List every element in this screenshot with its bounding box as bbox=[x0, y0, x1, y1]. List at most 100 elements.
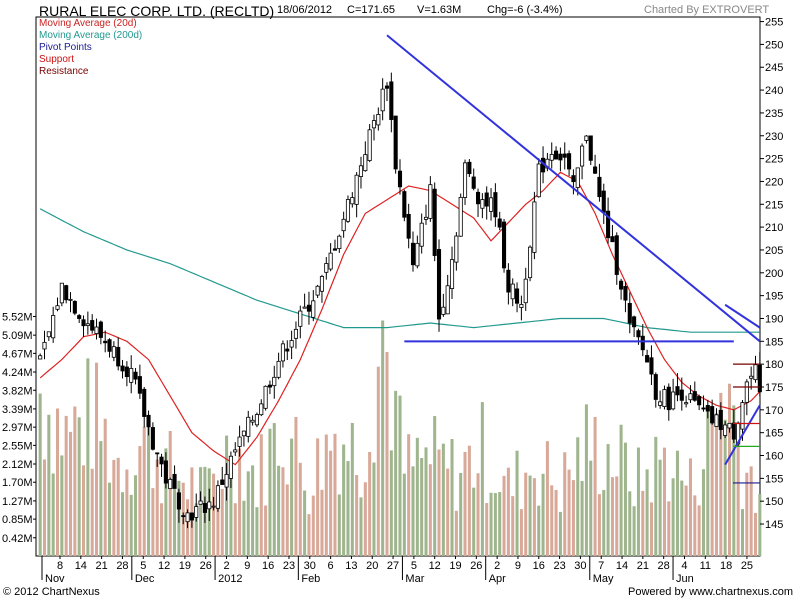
candle-body bbox=[475, 191, 481, 205]
price-tick-label: 185 bbox=[765, 336, 783, 348]
volume-bar bbox=[580, 480, 584, 556]
month-label: Mar bbox=[405, 573, 424, 585]
day-tick-label: 5 bbox=[140, 560, 146, 572]
candle-body bbox=[380, 88, 385, 112]
candle-body bbox=[224, 474, 229, 488]
volume-bar bbox=[116, 457, 120, 556]
candle-body bbox=[675, 386, 680, 396]
candle-body bbox=[458, 196, 463, 237]
candle-body bbox=[662, 389, 667, 407]
month-label: 2012 bbox=[218, 573, 242, 585]
volume-bar bbox=[381, 320, 385, 556]
volume-bar bbox=[480, 402, 484, 556]
candle-body bbox=[653, 374, 658, 400]
volume-tick-label: 4.67M bbox=[2, 348, 33, 360]
day-tick-label: 25 bbox=[741, 560, 753, 572]
day-tick-label: 21 bbox=[96, 560, 108, 572]
day-tick-label: 28 bbox=[658, 560, 670, 572]
volume-bar bbox=[628, 491, 632, 556]
day-tick-label: 28 bbox=[116, 560, 128, 572]
candle-body bbox=[493, 192, 498, 218]
day-tick-label: 26 bbox=[470, 560, 482, 572]
volume-tick-label: 2.12M bbox=[2, 459, 33, 471]
candle-body bbox=[267, 384, 272, 388]
candle-body bbox=[627, 302, 632, 324]
candle-body bbox=[688, 393, 693, 401]
candle-body bbox=[90, 320, 95, 331]
ma200-line bbox=[39, 208, 760, 333]
volume-bar bbox=[376, 366, 380, 556]
candle-body bbox=[692, 391, 697, 401]
copyright: © 2012 ChartNexus bbox=[3, 586, 100, 598]
price-tick-label: 190 bbox=[765, 313, 783, 325]
volume-bar bbox=[86, 358, 90, 556]
volume-bar bbox=[758, 494, 762, 556]
volume-bar bbox=[355, 475, 359, 556]
candle-body bbox=[237, 436, 242, 447]
candle-body bbox=[233, 449, 238, 453]
volume-bar bbox=[645, 469, 649, 556]
volume-bar bbox=[294, 416, 298, 556]
candle-body bbox=[168, 479, 173, 490]
volume-bar bbox=[242, 500, 246, 556]
candle-body bbox=[462, 162, 468, 198]
volume-bar bbox=[194, 503, 198, 556]
chart-title: RURAL ELEC CORP. LTD. (RECLTD) bbox=[39, 3, 275, 19]
volume-bar bbox=[342, 444, 346, 556]
candle-body bbox=[562, 153, 567, 158]
volume-tick-label: 5.52M bbox=[2, 311, 33, 323]
price-tick-label: 180 bbox=[765, 359, 783, 371]
volume-bar bbox=[446, 468, 450, 556]
volume-bar bbox=[671, 478, 675, 556]
price-tick-label: 205 bbox=[765, 245, 783, 257]
volume-bar bbox=[576, 437, 580, 556]
volume-bar bbox=[485, 503, 489, 556]
candle-body bbox=[580, 145, 585, 167]
day-tick-label: 8 bbox=[57, 560, 63, 572]
candle-body bbox=[558, 153, 563, 161]
volume-bar bbox=[55, 408, 60, 556]
volume-bar bbox=[303, 490, 307, 556]
volume-bar bbox=[459, 472, 463, 556]
candle-body bbox=[250, 419, 255, 423]
volume-bar bbox=[398, 395, 402, 556]
legend-ma200: Moving Average (200d) bbox=[39, 30, 143, 41]
quote-volume: V=1.63M bbox=[417, 4, 462, 16]
volume-bar bbox=[350, 422, 354, 556]
day-tick-label: 16 bbox=[262, 560, 274, 572]
candle-body bbox=[645, 355, 650, 363]
day-tick-label: 14 bbox=[75, 560, 87, 572]
volume-bar bbox=[199, 467, 203, 556]
volume-bar bbox=[498, 492, 502, 556]
volume-bar bbox=[571, 480, 575, 556]
candle-body bbox=[150, 427, 155, 450]
volume-bar bbox=[511, 496, 515, 556]
volume-bar bbox=[108, 482, 112, 556]
price-tick-label: 245 bbox=[765, 62, 783, 74]
volume-bar bbox=[329, 450, 333, 556]
volume-bar bbox=[229, 472, 233, 556]
candle-body bbox=[588, 135, 593, 161]
candle-body bbox=[454, 235, 459, 263]
month-label: Apr bbox=[489, 573, 506, 585]
candle-body bbox=[727, 422, 732, 429]
candle-body bbox=[554, 150, 559, 160]
price-tick-label: 160 bbox=[765, 451, 783, 463]
volume-tick-label: 4.24M bbox=[2, 367, 33, 379]
candle-body bbox=[133, 371, 138, 380]
candle-body bbox=[744, 381, 749, 403]
candle-body bbox=[59, 282, 64, 304]
candle-body bbox=[502, 221, 507, 269]
volume-bar bbox=[103, 418, 107, 556]
candle-body bbox=[211, 505, 216, 508]
volume-bar bbox=[246, 471, 250, 556]
volume-bar bbox=[168, 430, 172, 556]
candle-body bbox=[137, 376, 142, 394]
candle-body bbox=[116, 346, 121, 367]
volume-bar bbox=[688, 458, 692, 556]
volume-tick-label: 3.39M bbox=[2, 404, 33, 416]
volume-bar bbox=[155, 459, 159, 556]
day-tick-label: 16 bbox=[533, 560, 545, 572]
price-tick-label: 255 bbox=[765, 17, 783, 29]
volume-bar bbox=[64, 415, 68, 556]
